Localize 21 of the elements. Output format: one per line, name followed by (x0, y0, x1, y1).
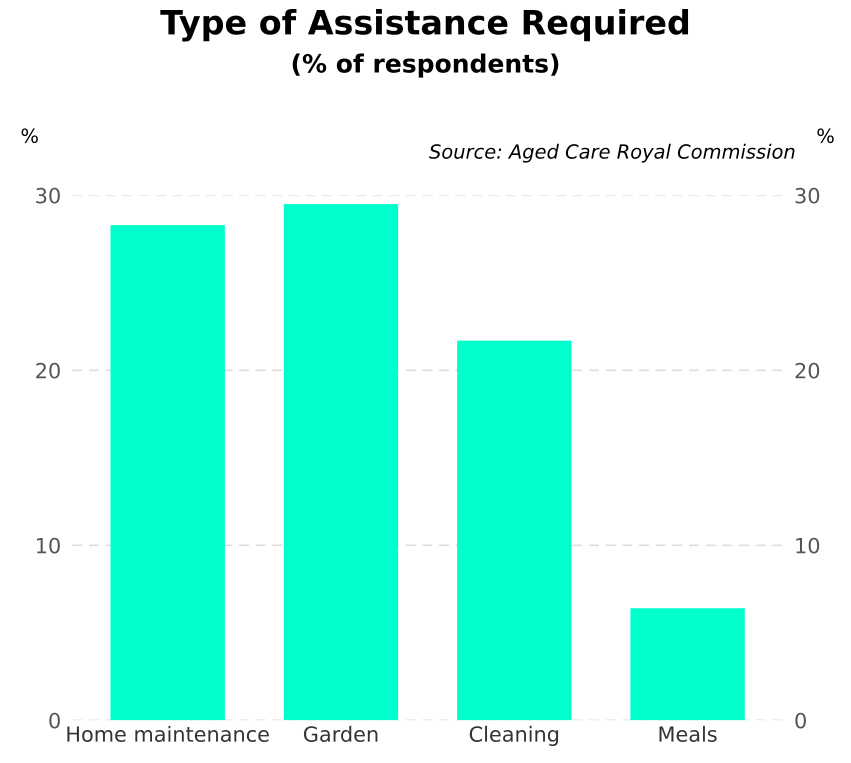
bar (457, 340, 572, 720)
y-axis-title: % (22, 128, 38, 144)
x-tick-label: Garden (304, 726, 378, 742)
x-tick-label: Meals (660, 726, 717, 742)
y2-tick-label: 10 (796, 538, 820, 554)
y-tick-label: 0 (49, 712, 60, 728)
y-tick-label: 10 (37, 538, 60, 554)
chart-title: Type of Assistance Required (160, 9, 688, 42)
bar (284, 204, 398, 720)
y2-tick-label: 0 (795, 712, 806, 728)
y2-tick-label: 30 (796, 188, 820, 204)
bar (630, 608, 745, 720)
y2-axis-title: % (817, 128, 834, 144)
y-tick-label: 20 (36, 362, 60, 379)
x-tick-label: Cleaning (470, 726, 558, 746)
y-tick-label: 30 (36, 188, 60, 204)
source-note: Source: Aged Care Royal Commission (429, 144, 794, 163)
bar (110, 225, 225, 720)
chart-subtitle: (% of respondents) (292, 53, 558, 78)
x-tick-label: Home maintenance (67, 726, 269, 742)
y2-tick-label: 20 (796, 362, 820, 379)
